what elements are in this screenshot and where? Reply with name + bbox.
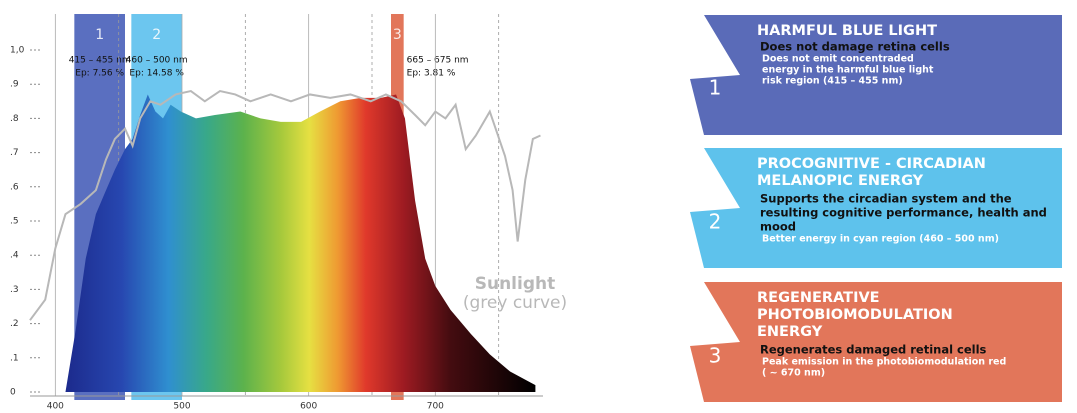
panel-note: ( ~ 670 nm) [762, 368, 825, 379]
x-tick-label: 700 [427, 402, 444, 412]
panel-title: ENERGY [757, 324, 823, 340]
panel-title: PROCOGNITIVE - CIRCADIAN [757, 156, 986, 172]
panel-note: Does not emit concentraded [762, 54, 914, 65]
panel-note: risk region (415 – 455 nm) [762, 76, 903, 87]
y-tick-label: .9 [10, 80, 19, 90]
panel-title: PHOTOBIOMODULATION [757, 307, 953, 323]
band-ep: Ep: 7.56 % [75, 69, 124, 79]
y-tick-label: .1 [10, 353, 19, 363]
panel-number: 3 [709, 344, 722, 368]
y-tick-label: .2 [10, 319, 19, 329]
x-tick-label: 500 [173, 402, 190, 412]
band-range: 415 – 455 nm [69, 56, 131, 66]
panel-headline: mood [760, 220, 796, 234]
x-tick-label: 400 [47, 402, 64, 412]
panel [690, 15, 1062, 135]
panel [690, 282, 1062, 402]
panel-note: Better energy in cyan region (460 – 500 … [762, 234, 999, 245]
panel-title: MELANOPIC ENERGY [757, 173, 924, 189]
panel-note: energy in the harmful blue light [762, 65, 934, 76]
y-tick-label: .4 [10, 251, 19, 261]
panel [690, 148, 1062, 268]
band-number: 3 [393, 27, 402, 43]
panel-headline: resulting cognitive performance, health … [760, 206, 1047, 220]
panel-number: 2 [709, 210, 722, 234]
band-range: 460 – 500 nm [126, 56, 188, 66]
y-tick-label: .5 [10, 217, 19, 227]
y-tick-label: 0 [10, 388, 16, 398]
band-range: 665 – 675 nm [407, 56, 469, 66]
band-ep: Ep: 14.58 % [129, 69, 184, 79]
series-note: (grey curve) [463, 293, 567, 313]
panel-number: 1 [709, 76, 722, 100]
y-tick-label: .7 [10, 148, 19, 158]
panel-title: REGENERATIVE [757, 290, 880, 306]
y-tick-label: .6 [10, 182, 19, 192]
panel-note: Peak emission in the photobiomodulation … [762, 357, 1006, 368]
panel-headline: Supports the circadian system and the [760, 192, 1012, 206]
band-ep: Ep: 3.81 % [407, 69, 456, 79]
sunlight-line [29, 89, 541, 321]
y-tick-label: .3 [10, 285, 19, 295]
band-number: 1 [95, 27, 104, 43]
panel-headline: Does not damage retina cells [760, 40, 950, 54]
y-tick-label: 1,0 [10, 46, 25, 56]
spectrum-area [65, 94, 536, 393]
series-label: Sunlight [475, 274, 556, 294]
band-number: 2 [152, 27, 161, 43]
y-tick-label: .8 [10, 114, 19, 124]
x-tick-label: 600 [300, 402, 317, 412]
panel-headline: Regenerates damaged retinal cells [760, 343, 987, 357]
panel-title: HARMFUL BLUE LIGHT [757, 23, 937, 39]
